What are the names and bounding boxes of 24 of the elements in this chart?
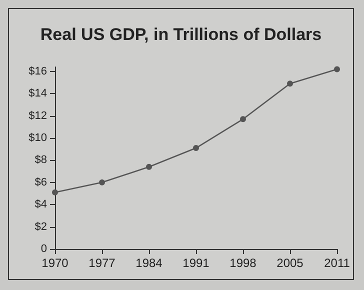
- point: [99, 179, 105, 186]
- point: [334, 66, 340, 72]
- x-tick-label: 2005: [276, 256, 304, 270]
- y-tick-label: $2: [34, 220, 47, 233]
- y-tick-label: $16: [28, 65, 47, 78]
- y-tick-label: $4: [34, 198, 47, 211]
- x-tick-label: 1991: [182, 256, 210, 270]
- point: [146, 164, 152, 170]
- point: [240, 116, 246, 122]
- chart-title: Real US GDP, in Trillions of Dollars: [40, 25, 322, 44]
- point: [287, 80, 293, 87]
- x-tick-label: 2011: [324, 256, 350, 270]
- y-tick-label: $10: [28, 132, 47, 144]
- x-tick-label: 1977: [88, 256, 116, 270]
- y-tick-label: $12: [28, 110, 47, 122]
- y-tick-label: $14: [28, 88, 47, 100]
- y-tick-label: 0: [40, 243, 47, 255]
- y-tick-label: $8: [34, 154, 47, 166]
- x-tick-label: 1998: [230, 256, 257, 270]
- y-tick-label: $6: [34, 176, 47, 188]
- x-tick-label: 1984: [136, 256, 163, 270]
- x-tick-label: 1970: [42, 256, 69, 270]
- point: [193, 145, 199, 152]
- point: [52, 189, 58, 196]
